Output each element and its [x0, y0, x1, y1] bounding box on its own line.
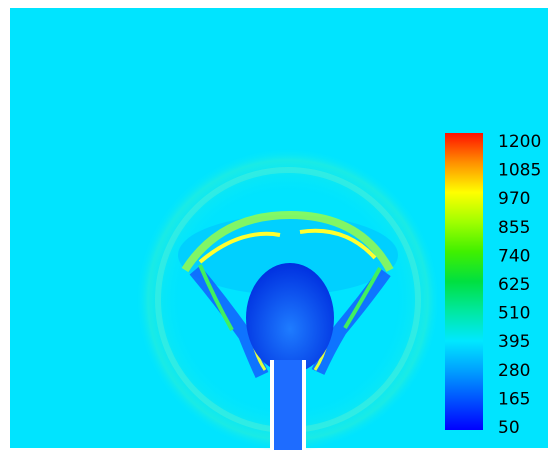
- colorbar-tick-label: 1085: [498, 161, 541, 181]
- colorbar-tick-label: 740: [498, 246, 530, 266]
- colorbar-tick-label: 510: [498, 304, 530, 324]
- colorbar-tick-label: 970: [498, 189, 530, 209]
- flow-field: [136, 148, 440, 450]
- colorbar-tick-label: 50: [498, 418, 520, 438]
- colorbar-tick-label: 395: [498, 332, 530, 352]
- colorbar-tick-label: 855: [498, 218, 530, 238]
- colorbar-tick-label: 165: [498, 389, 530, 409]
- colorbar-tick-label: 1200: [498, 132, 541, 152]
- colorbar-tick-label: 280: [498, 361, 530, 381]
- colorbar: [445, 133, 483, 430]
- colorbar-tick-label: 625: [498, 275, 530, 295]
